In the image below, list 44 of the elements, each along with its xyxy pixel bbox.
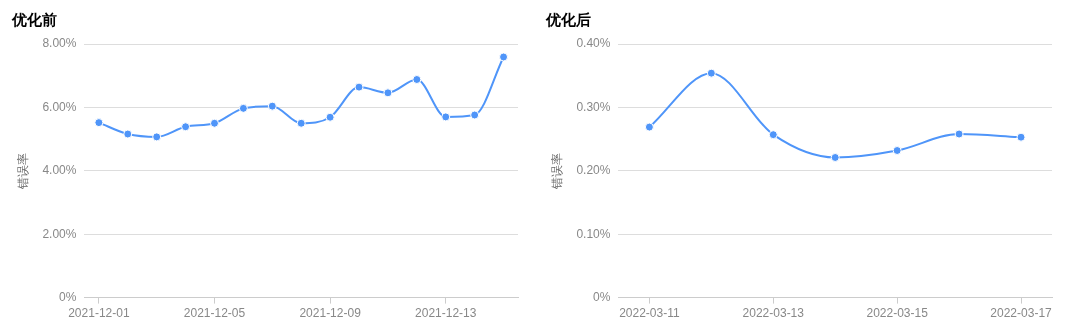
- point: [441, 112, 451, 122]
- point: [296, 118, 306, 128]
- point: [1016, 132, 1026, 142]
- y-tick-label: 0.20%: [576, 163, 611, 178]
- x-tick-label: 2022-03-11: [619, 306, 680, 321]
- y-tick-label: 0.10%: [576, 226, 611, 241]
- point: [470, 110, 480, 120]
- point: [238, 103, 248, 113]
- point: [152, 132, 162, 142]
- point: [123, 129, 133, 139]
- x-tick-label: 2022-03-15: [866, 306, 929, 321]
- y-tick-label: 4.00%: [42, 163, 77, 178]
- point: [830, 152, 840, 162]
- y-tick-label: 0.40%: [576, 36, 611, 51]
- point: [412, 75, 422, 84]
- y-tick-label: 0%: [59, 289, 77, 304]
- y-axis-title: 错误率: [15, 152, 30, 190]
- x-tick-label: 2021-12-09: [299, 306, 362, 321]
- point: [706, 68, 716, 78]
- y-tick-label: 0.30%: [576, 99, 611, 114]
- y-axis-title: 错误率: [549, 152, 564, 190]
- y-tick-label: 8.00%: [42, 36, 77, 51]
- point: [267, 101, 277, 111]
- y-tick-label: 0%: [593, 289, 611, 304]
- point: [383, 88, 393, 98]
- point: [181, 122, 191, 132]
- point: [94, 118, 104, 128]
- x-tick-label: 2022-03-13: [742, 306, 805, 321]
- point: [499, 52, 509, 62]
- chart-title: 优化前: [11, 11, 57, 29]
- y-tick-label: 6.00%: [42, 99, 77, 114]
- x-tick-label: 2021-12-05: [183, 306, 246, 321]
- point: [768, 130, 778, 140]
- x-tick-label: 2021-12-01: [68, 306, 130, 321]
- point: [325, 112, 335, 122]
- point: [210, 118, 219, 128]
- chart-title: 优化后: [545, 11, 591, 29]
- point: [354, 82, 364, 92]
- y-tick-label: 2.00%: [42, 226, 77, 241]
- point: [644, 122, 654, 132]
- point: [954, 129, 964, 139]
- point: [892, 146, 902, 156]
- x-tick-label: 2022-03-17: [990, 306, 1053, 321]
- x-tick-label: 2021-12-13: [415, 306, 477, 321]
